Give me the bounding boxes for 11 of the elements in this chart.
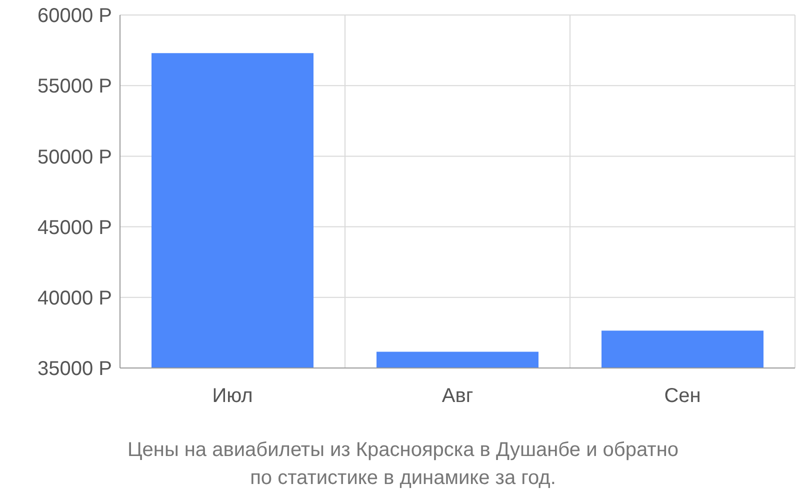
- text: по статистике в динамике за год.: [249, 466, 557, 491]
- y-tick-label: 55000 Р: [37, 76, 112, 98]
- y-tick-label: 60000 Р: [37, 5, 112, 28]
- y-tick-label: 45000 Р: [37, 216, 112, 239]
- y-tick-label: 40000 Р: [37, 288, 112, 310]
- x-tick-label: Авг: [442, 385, 474, 408]
- x-tick-label: Июл: [212, 385, 253, 408]
- y-tick-label: 50000 Р: [37, 146, 112, 168]
- text: Цены на авиабилеты из Красноярска в Душанбе и обратно: [126, 438, 680, 463]
- y-tick-label: 35000 Р: [37, 358, 112, 380]
- x-tick-label: Сен: [664, 385, 701, 408]
